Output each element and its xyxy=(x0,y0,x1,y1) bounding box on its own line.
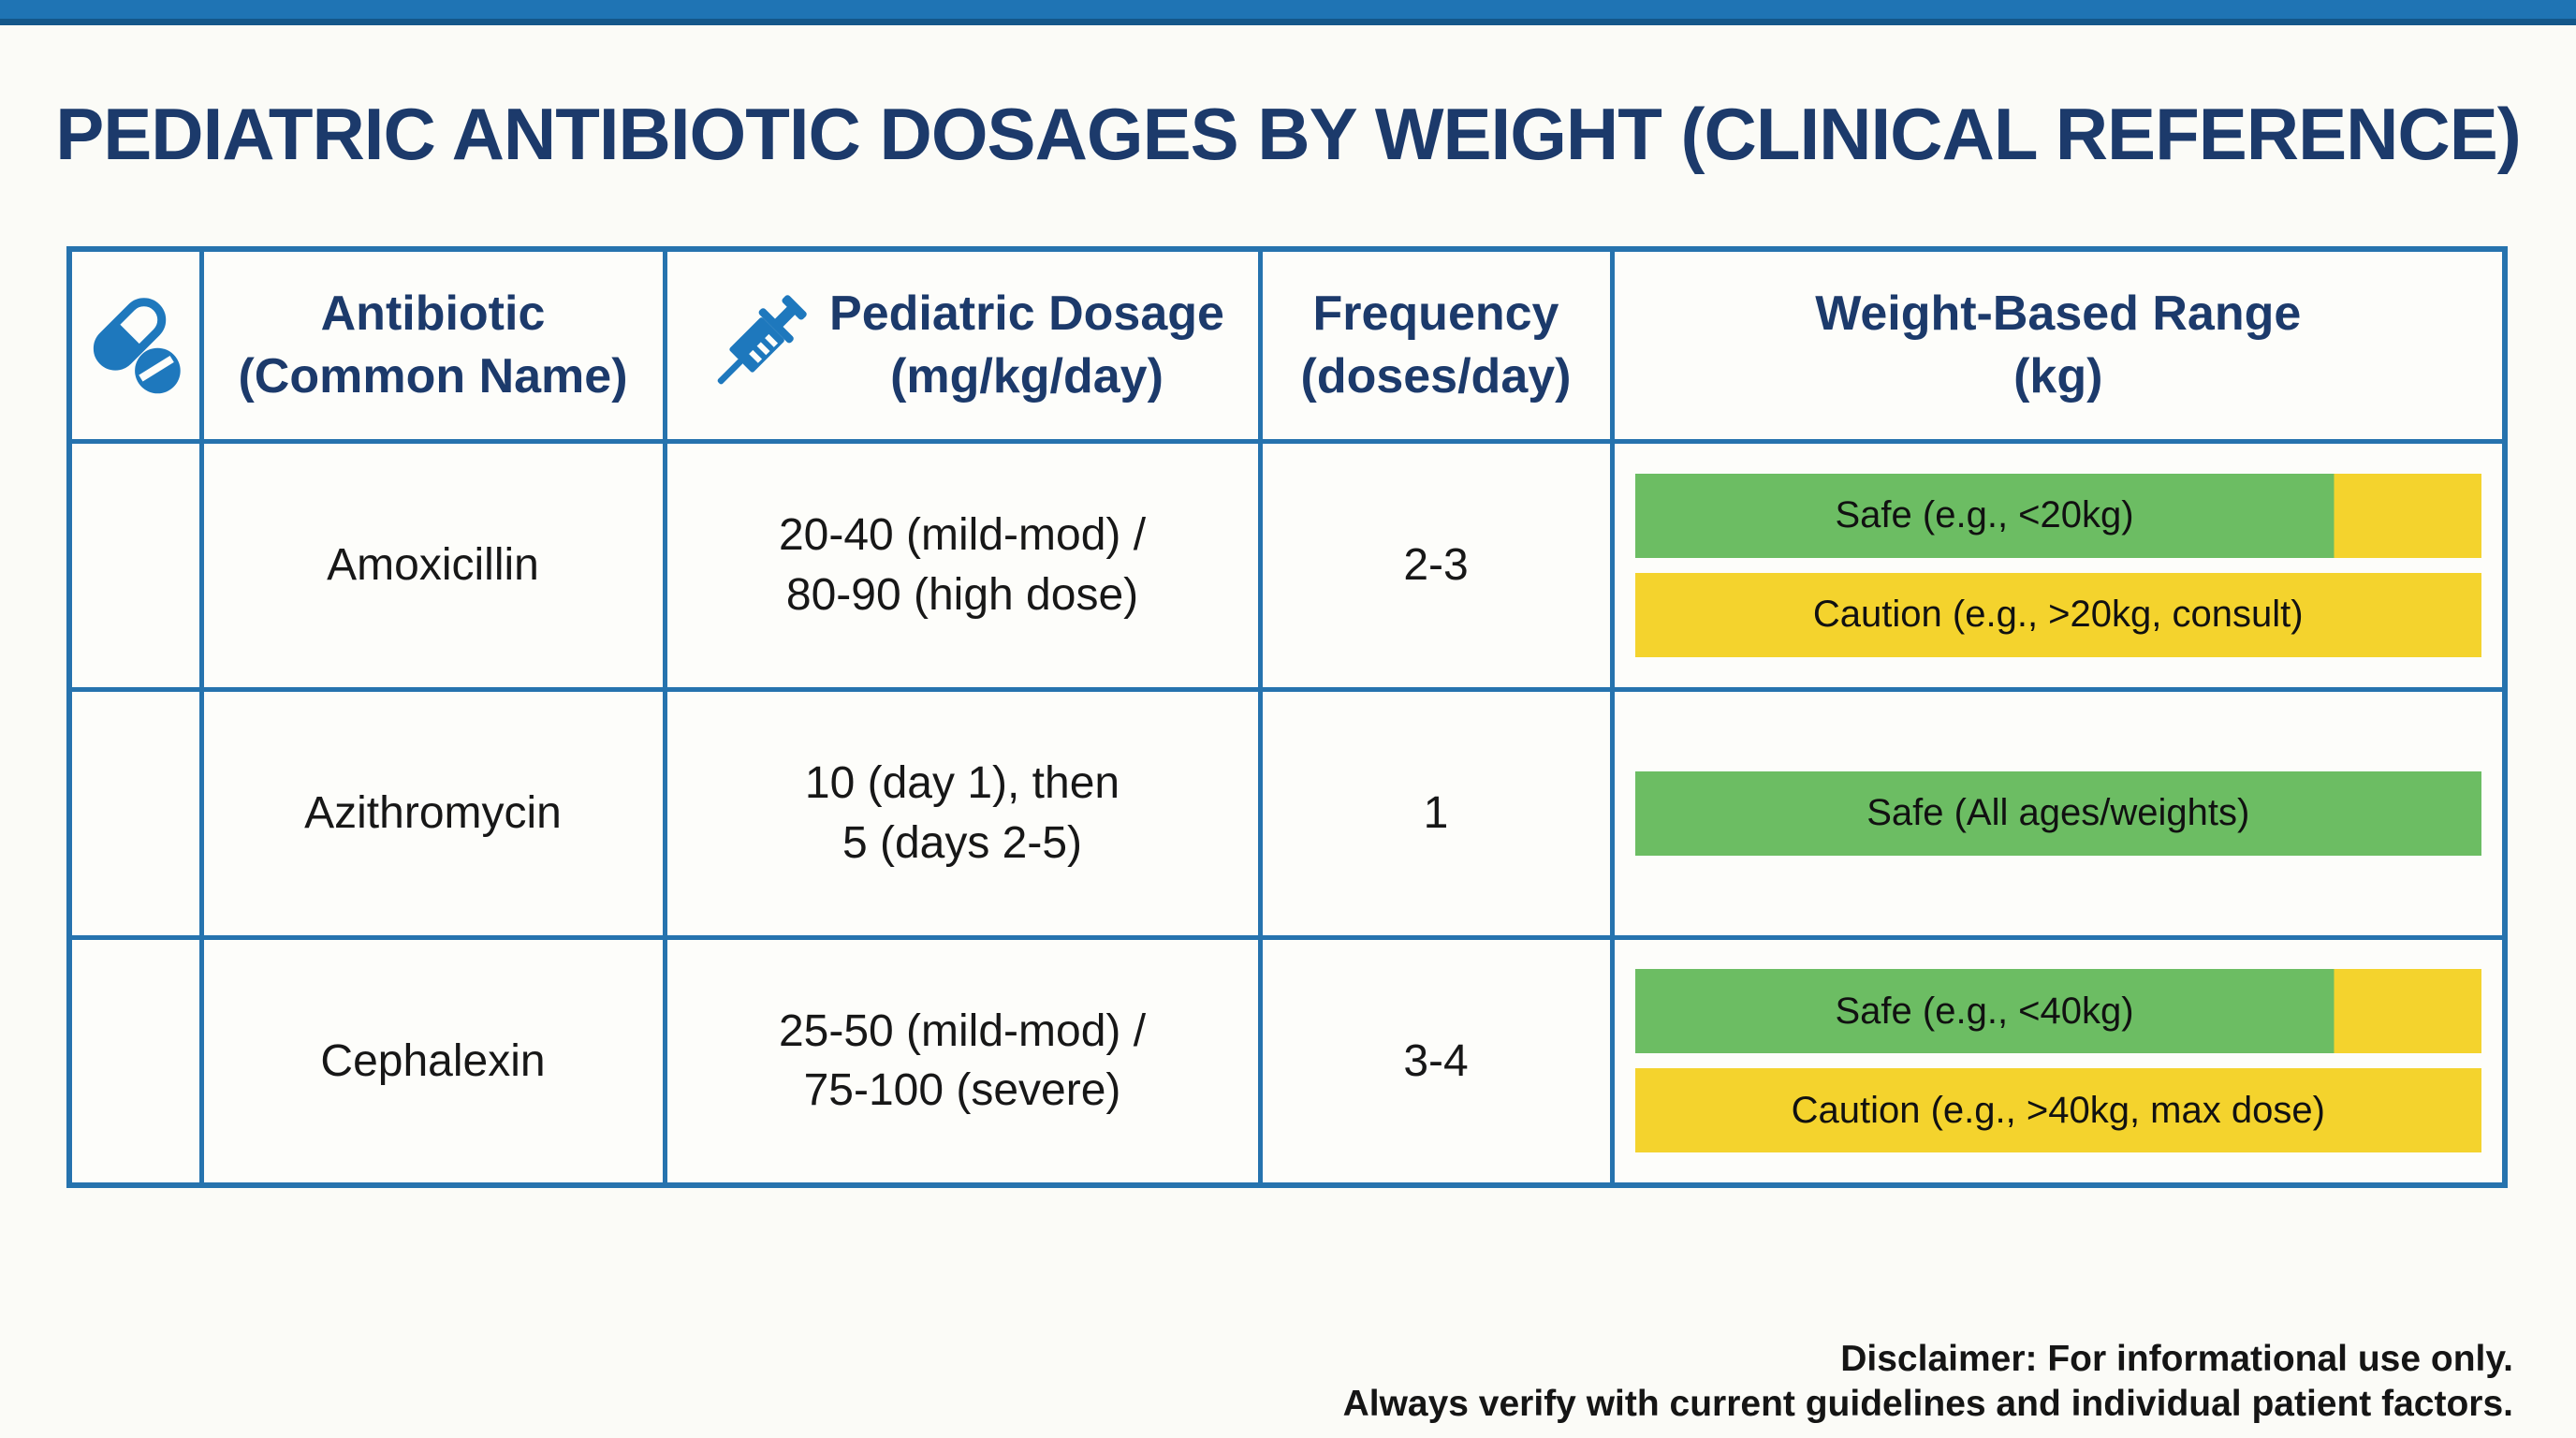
frequency-value: 1 xyxy=(1257,686,1615,940)
header-frequency-line1: Frequency xyxy=(1312,286,1559,342)
safe-range-bar: Safe (All ages/weights) xyxy=(1634,770,2481,856)
header-cell-frequency: Frequency (doses/day) xyxy=(1257,246,1615,444)
safe-range-label: Safe (e.g., <20kg) xyxy=(1835,494,2134,536)
frequency-value: 3-4 xyxy=(1257,934,1615,1188)
safe-range-bar: Safe (e.g., <40kg) xyxy=(1634,969,2481,1054)
header-row: Antibiotic (Common Name) xyxy=(66,246,2508,444)
header-dosage-line1: Pediatric Dosage xyxy=(829,286,1224,342)
dosage-line2: 80-90 (high dose) xyxy=(785,569,1139,620)
header-weight-line2: (kg) xyxy=(2013,348,2103,404)
dosage-table: Antibiotic (Common Name) xyxy=(66,246,2508,1188)
header-cell-icon xyxy=(66,246,204,444)
antibiotic-name: Amoxicillin xyxy=(198,438,667,692)
caution-range-bar: Caution (e.g., >40kg, max dose) xyxy=(1634,1068,2481,1153)
icon-cell-empty xyxy=(66,438,204,692)
table-row-azithromycin: Azithromycin 10 (day 1), then 5 (days 2-… xyxy=(66,686,2508,940)
syringe-icon xyxy=(700,285,812,406)
dosage-line1: 20-40 (mild-mod) / xyxy=(778,510,1147,561)
disclaimer-line1: Disclaimer: For informational use only. xyxy=(1840,1339,2513,1379)
table-row-amoxicillin: Amoxicillin 20-40 (mild-mod) / 80-90 (hi… xyxy=(66,438,2508,692)
header-antibiotic-line1: Antibiotic xyxy=(320,286,546,342)
pill-icon xyxy=(72,293,199,398)
icon-cell-empty xyxy=(66,686,204,940)
dosage-line1: 10 (day 1), then xyxy=(804,758,1120,809)
top-accent-bar xyxy=(0,0,2576,25)
header-cell-antibiotic: Antibiotic (Common Name) xyxy=(198,246,667,444)
header-cell-dosage: Pediatric Dosage (mg/kg/day) xyxy=(662,246,1263,444)
dosage-line1: 25-50 (mild-mod) / xyxy=(778,1005,1147,1056)
header-dosage-line2: (mg/kg/day) xyxy=(890,348,1164,404)
disclaimer: Disclaimer: For informational use only. … xyxy=(1343,1337,2513,1426)
disclaimer-line2: Always verify with current guidelines an… xyxy=(1342,1383,2513,1424)
dosage-line2: 5 (days 2-5) xyxy=(842,817,1083,868)
weight-range-cell: Safe (e.g., <20kg) Caution (e.g., >20kg,… xyxy=(1609,438,2508,692)
safe-range-bar: Safe (e.g., <20kg) xyxy=(1634,473,2481,558)
antibiotic-name: Azithromycin xyxy=(198,686,667,940)
antibiotic-name: Cephalexin xyxy=(198,934,667,1188)
caution-range-bar: Caution (e.g., >20kg, consult) xyxy=(1634,572,2481,657)
dosage-cell: 10 (day 1), then 5 (days 2-5) xyxy=(662,686,1263,940)
weight-range-cell: Safe (e.g., <40kg) Caution (e.g., >40kg,… xyxy=(1609,934,2508,1188)
icon-cell-empty xyxy=(66,934,204,1188)
header-frequency-line2: (doses/day) xyxy=(1300,348,1572,404)
header-antibiotic-line2: (Common Name) xyxy=(238,348,628,404)
header-cell-weight-range: Weight-Based Range (kg) xyxy=(1609,246,2508,444)
table-row-cephalexin: Cephalexin 25-50 (mild-mod) / 75-100 (se… xyxy=(66,934,2508,1188)
safe-range-label: Safe (e.g., <40kg) xyxy=(1835,990,2134,1032)
dosage-line2: 75-100 (severe) xyxy=(803,1065,1121,1116)
header-weight-line1: Weight-Based Range xyxy=(1815,286,2302,342)
page-title: PEDIATRIC ANTIBIOTIC DOSAGES BY WEIGHT (… xyxy=(55,93,2522,175)
dosage-cell: 25-50 (mild-mod) / 75-100 (severe) xyxy=(662,934,1263,1188)
frequency-value: 2-3 xyxy=(1257,438,1615,692)
weight-range-cell: Safe (All ages/weights) xyxy=(1609,686,2508,940)
dosage-cell: 20-40 (mild-mod) / 80-90 (high dose) xyxy=(662,438,1263,692)
